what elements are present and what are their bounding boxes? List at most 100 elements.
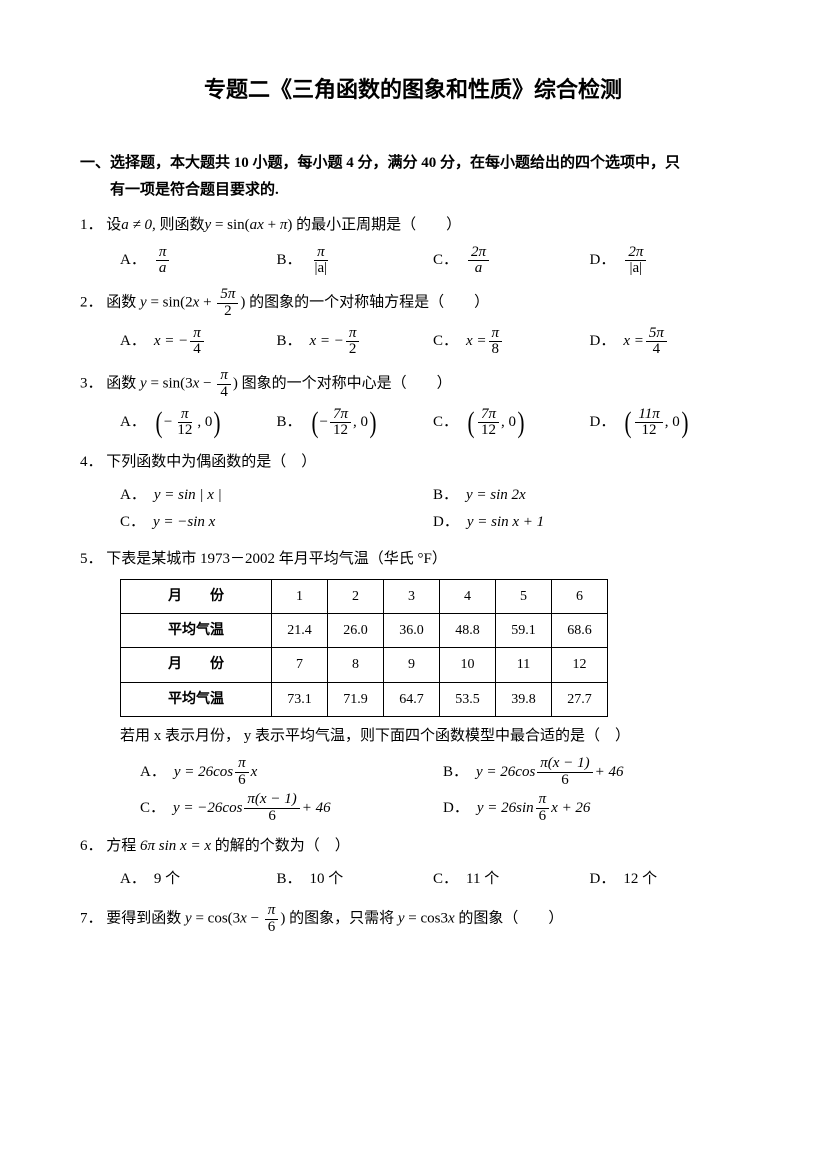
q5-t1-1: 21.4 [272,614,328,648]
q6-option-b[interactable]: B．10 个 [277,866,434,893]
q3-option-c[interactable]: C． (7π12, 0) [433,407,590,440]
label-b: B． [433,482,458,509]
q7-x: x [240,911,247,927]
q4-b-text: y = sin 2x [466,482,526,509]
q2-a-lhs: x = − [154,328,188,355]
q2-plus: + [199,295,215,311]
q5-d-den: 6 [536,809,550,825]
q5-m2-1: 7 [272,648,328,682]
q5-option-b[interactable]: B． y = 26cosπ(x − 1)6 + 46 [443,756,746,789]
q2-b-num: π [346,326,360,343]
q3-option-a[interactable]: A． (−π12, 0) [120,407,277,440]
q6-option-c[interactable]: C．11 个 [433,866,590,893]
q1-cond: a ≠ 0, [121,217,155,233]
label-a: A． [120,409,146,436]
q2-options: A． x = −π4 B． x = −π2 C． x = π8 D． x = 5… [120,326,746,359]
page-title: 专题二《三角函数的图象和性质》综合检测 [80,70,746,110]
q5-t2-2: 71.9 [328,682,384,716]
q4-option-b[interactable]: B． y = sin 2x [433,482,746,509]
q5-d-pre: y = 26sin [477,795,534,822]
q1-option-c[interactable]: C． 2πa [433,245,590,278]
q1-option-b[interactable]: B． π|a| [277,245,434,278]
q7-pre: 要得到函数 [106,911,185,927]
q2-eq: = sin(2 [147,295,193,311]
q6-option-d[interactable]: D．12 个 [590,866,747,893]
q1-options: A． πa B． π|a| C． 2πa D． 2π|a| [120,245,746,278]
q1-plus: + [264,217,280,233]
q2-stem-frac: 5π2 [217,287,238,320]
q5-d-post: x + 26 [551,795,590,822]
q5-t1-4: 48.8 [440,614,496,648]
q4-option-c[interactable]: C．y = −sin x [120,509,433,536]
label-a: A． [120,247,146,274]
q4-option-a[interactable]: A．y = sin | x | [120,482,433,509]
q3-d-frac: 11π12 [635,407,662,440]
label-d: D． [433,509,459,536]
table-row: 月 份 7 8 9 10 11 12 [121,648,608,682]
q5-b-frac: π(x − 1)6 [537,756,592,789]
q5-d-num: π [536,792,550,809]
q5-b-den: 6 [558,773,572,789]
q6-pre: 方程 [106,838,140,854]
question-5: 5． 下表是某城市 1973－2002 年月平均气温（华氏 °F） [80,546,746,573]
q5-m2-3: 9 [384,648,440,682]
q3-a-frac: π12 [174,407,195,440]
table-row: 平均气温 73.1 71.9 64.7 53.5 39.8 27.7 [121,682,608,716]
q3-number: 3． [80,376,103,392]
q5-t1-6: 68.6 [552,614,608,648]
q3-c-frac: 7π12 [478,407,499,440]
table-row: 月 份 1 2 3 4 5 6 [121,580,608,614]
q1-option-a[interactable]: A． πa [120,245,277,278]
q1-c-frac: 2πa [468,245,489,278]
label-d: D． [590,328,616,355]
q6-option-a[interactable]: A．9 个 [120,866,277,893]
q5-m1-1: 1 [272,580,328,614]
q2-option-a[interactable]: A． x = −π4 [120,326,277,359]
q2-close: ) [240,295,249,311]
q7-minus: − [247,911,263,927]
q5-m1-5: 5 [496,580,552,614]
label-d: D． [590,409,616,436]
q1-c-num: 2π [468,245,489,262]
q3-close: ) [233,376,242,392]
q4-option-d[interactable]: D．y = sin x + 1 [433,509,746,536]
q5-option-d[interactable]: D． y = 26sinπ6x + 26 [443,792,746,825]
q3-d-num: 11π [635,407,662,424]
q5-a-frac: π6 [235,756,249,789]
q1-d-num: 2π [625,245,646,262]
q2-option-b[interactable]: B． x = −π2 [277,326,434,359]
q2-option-c[interactable]: C． x = π8 [433,326,590,359]
q1-b-den: |a| [312,261,331,277]
rparen-icon: ) [681,408,688,438]
section-1-line2: 有一项是符合题目要求的. [110,177,746,204]
q3-options: A． (−π12, 0) B． (−7π12, 0) C． (7π12, 0) … [120,407,746,440]
q7-mid: 的图象，只需将 [289,911,398,927]
q1-option-d[interactable]: D． 2π|a| [590,245,747,278]
q2-option-d[interactable]: D． x = 5π4 [590,326,747,359]
q6-post: 的解的个数为（ ） [211,838,350,854]
lparen-icon: ( [625,408,632,438]
q7-frac: π6 [265,903,279,936]
question-3: 3． 函数 y = sin(3x − π4) 图象的一个对称中心是（ ） [80,368,746,401]
q5-th-month1: 月 份 [121,580,272,614]
q5-m2-2: 8 [328,648,384,682]
label-a: A． [120,866,146,893]
q3-d-zero: , 0 [665,409,680,436]
q5-b-pre: y = 26cos [476,759,535,786]
label-a: A． [120,328,146,355]
label-d: D． [590,247,616,274]
q3-d-den: 12 [639,423,660,439]
lparen-icon: ( [468,408,475,438]
q3-option-b[interactable]: B． (−7π12, 0) [277,407,434,440]
q5-b-num: π(x − 1) [537,756,592,773]
q1-b-frac: π|a| [312,245,331,278]
q3-option-d[interactable]: D． (11π12, 0) [590,407,747,440]
section-1-header: 一、选择题，本大题共 10 小题，每小题 4 分，满分 40 分，在每小题给出的… [80,150,746,204]
q5-option-c[interactable]: C． y = −26cosπ(x − 1)6 + 46 [140,792,443,825]
q3-stem-frac: π4 [217,368,231,401]
q5-option-a[interactable]: A． y = 26cosπ6x [140,756,443,789]
q1-ax: ax [250,217,264,233]
q5-t1-5: 59.1 [496,614,552,648]
q3-eq: = sin(3 [147,376,193,392]
q1-a-num: π [156,245,170,262]
